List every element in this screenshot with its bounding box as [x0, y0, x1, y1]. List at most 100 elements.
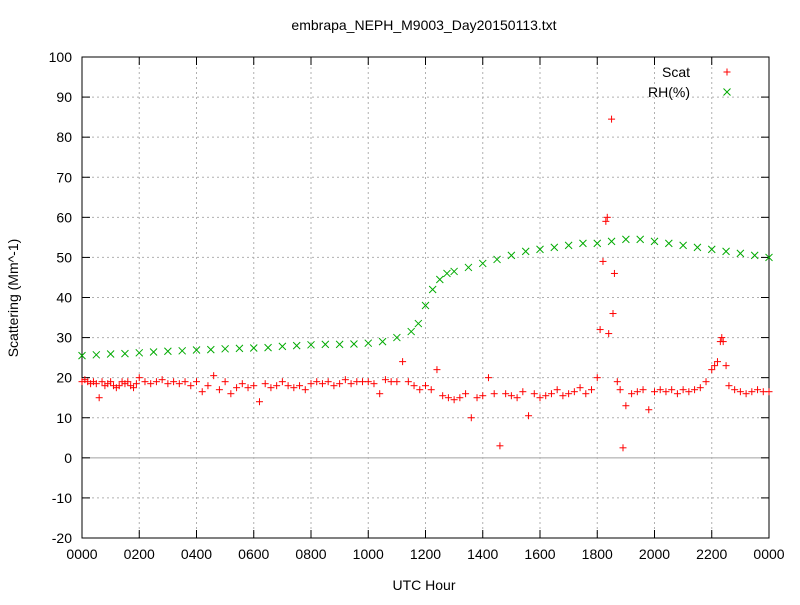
data-point: [335, 340, 344, 349]
legend-marker: [723, 88, 731, 96]
data-point: [221, 378, 229, 386]
data-point: [278, 342, 287, 351]
data-point: [731, 386, 739, 394]
data-point: [536, 245, 544, 254]
data-point: [493, 255, 501, 264]
data-point: [181, 378, 189, 386]
data-point: [722, 247, 730, 256]
marker-stroke: [636, 235, 645, 244]
marker-stroke: [421, 301, 430, 310]
marker-stroke: [192, 346, 201, 354]
data-point: [121, 349, 129, 358]
marker-stroke: [321, 340, 330, 349]
data-point: [619, 444, 627, 452]
y-tick-label: 50: [56, 249, 72, 265]
data-point: [249, 344, 258, 352]
data-point: [679, 386, 687, 394]
marker-stroke: [607, 237, 616, 246]
x-tick-label: 1200: [410, 546, 441, 562]
data-point: [456, 394, 464, 402]
data-point: [622, 402, 630, 410]
legend: Scat RH(%): [648, 64, 731, 100]
data-point: [381, 376, 389, 384]
marker-stroke: [307, 340, 315, 349]
data-point: [725, 382, 733, 390]
x-tick-label: 2000: [639, 546, 670, 562]
data-point: [92, 350, 101, 359]
data-point: [664, 239, 673, 248]
data-point: [608, 115, 616, 123]
data-point: [559, 392, 567, 400]
data-point: [132, 380, 140, 388]
data-point: [292, 341, 301, 350]
marker-stroke: [221, 344, 229, 353]
data-point: [525, 412, 533, 420]
data-point: [364, 378, 372, 386]
data-point: [92, 380, 100, 388]
data-point: [513, 394, 521, 402]
data-point: [414, 319, 423, 328]
data-point: [264, 343, 272, 352]
data-point: [530, 390, 538, 398]
data-point: [693, 243, 702, 252]
data-point: [198, 388, 206, 396]
data-point: [696, 384, 704, 392]
data-point: [210, 372, 218, 380]
data-point: [318, 380, 326, 388]
marker-stroke: [393, 333, 401, 342]
data-point: [321, 340, 330, 349]
legend-marker: [723, 68, 731, 76]
plot-frame: [81, 56, 770, 539]
data-point: [399, 358, 407, 366]
data-point: [427, 386, 435, 394]
y-tick-label: 70: [56, 169, 72, 185]
marker-stroke: [521, 247, 530, 256]
data-point: [490, 390, 498, 398]
data-point: [215, 386, 223, 394]
marker-stroke: [435, 275, 444, 284]
marker-stroke: [478, 259, 487, 268]
marker-stroke: [78, 351, 86, 360]
data-point: [750, 251, 759, 260]
x-tick-label: 2200: [696, 546, 727, 562]
data-point: [147, 380, 155, 388]
x-tick-label: 1000: [353, 546, 384, 562]
data-point: [158, 376, 166, 384]
y-tick-label: 90: [56, 89, 72, 105]
data-point: [668, 386, 676, 394]
data-point: [107, 378, 115, 386]
marker-stroke: [550, 243, 559, 252]
data-point: [250, 382, 258, 390]
data-point: [718, 334, 726, 342]
x-tick-label: 0400: [181, 546, 212, 562]
data-series: [78, 115, 773, 452]
data-point: [610, 269, 618, 277]
data-point: [444, 394, 452, 402]
x-tick-label: 1400: [467, 546, 498, 562]
x-tick-label: 0200: [124, 546, 155, 562]
x-tick-label: 0600: [238, 546, 269, 562]
axes: -20 -10 0 10 20 30 40 50 60 70 80 90 100 0000 0200 0400…: [49, 49, 785, 562]
data-point: [115, 382, 123, 390]
data-point: [473, 394, 481, 402]
marker-stroke: [135, 348, 144, 357]
data-point: [536, 394, 544, 402]
x-axis-label: UTC Hour: [392, 577, 455, 593]
data-point: [95, 394, 103, 402]
data-point: [284, 382, 292, 390]
marker-stroke: [121, 349, 129, 358]
series-rh: [78, 235, 773, 360]
data-point: [462, 390, 470, 398]
data-point: [602, 217, 610, 225]
marker-stroke: [164, 347, 172, 356]
data-point: [404, 378, 412, 386]
x-tick-label: 1600: [524, 546, 555, 562]
marker-stroke: [723, 88, 731, 96]
marker-stroke: [622, 235, 630, 244]
data-point: [296, 382, 304, 390]
data-point: [588, 386, 596, 394]
marker-stroke: [750, 251, 759, 260]
data-point: [416, 386, 424, 394]
